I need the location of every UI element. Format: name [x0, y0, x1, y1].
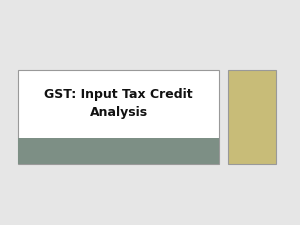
Bar	[18, 70, 219, 164]
Bar	[18, 138, 219, 164]
Bar	[228, 70, 276, 164]
Text: GST: Input Tax Credit
Analysis: GST: Input Tax Credit Analysis	[44, 88, 193, 119]
